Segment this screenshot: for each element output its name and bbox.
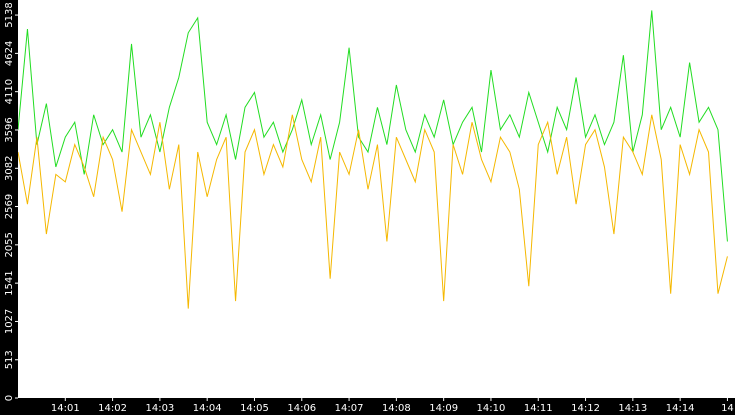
x-tick-label: 14:06 [287,403,316,414]
x-tick-label: 14:10 [477,403,506,414]
y-tick-label: 4110 [4,79,15,104]
x-tick-label: 14:11 [524,403,553,414]
series-line [17,114,728,309]
series-line [17,10,728,242]
x-axis-strip [0,398,735,415]
x-tick-label: 14:04 [193,403,222,414]
x-tick-label: 14:08 [382,403,411,414]
x-tick-label: 14:07 [335,403,364,414]
y-tick-label: 2055 [4,232,15,257]
y-tick-label: 513 [4,350,15,369]
x-tick-label: 14:12 [571,403,600,414]
y-tick-label: 5138 [4,2,15,27]
x-tick-label: 14 [721,403,734,414]
x-tick-label: 14:03 [145,403,174,414]
x-tick-label: 14:14 [666,403,695,414]
y-tick-label: 4624 [4,41,15,66]
x-tick-label: 14:09 [429,403,458,414]
y-tick-label: 1027 [4,309,15,334]
y-axis-strip [0,0,18,415]
y-tick-label: 3082 [4,156,15,181]
x-tick-label: 14:02 [98,403,127,414]
y-tick-label: 2569 [4,194,15,219]
y-tick-label: 3596 [4,117,15,142]
y-tick-label: 1541 [4,270,15,295]
x-tick-label: 14:05 [240,403,269,414]
y-tick-label: 0 [4,395,15,401]
x-tick-label: 14:13 [618,403,647,414]
x-tick-label: 14:01 [51,403,80,414]
